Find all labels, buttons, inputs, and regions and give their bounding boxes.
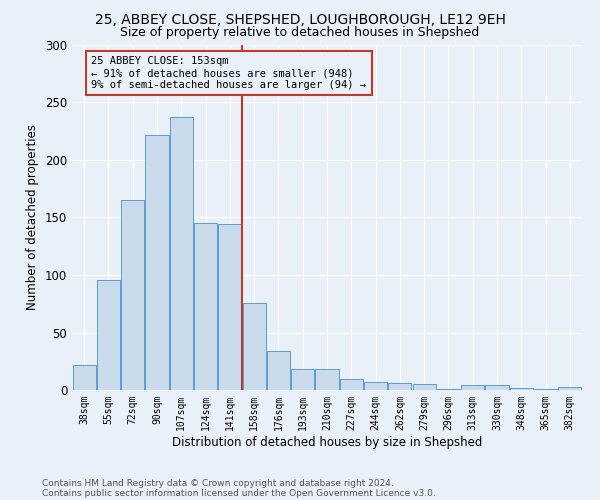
Bar xyxy=(437,389,460,390)
Bar xyxy=(242,302,266,390)
Bar xyxy=(218,224,241,390)
Bar xyxy=(559,386,581,390)
Bar xyxy=(364,382,387,390)
Bar xyxy=(121,200,144,390)
Bar xyxy=(145,134,169,390)
Text: 25 ABBEY CLOSE: 153sqm
← 91% of detached houses are smaller (948)
9% of semi-det: 25 ABBEY CLOSE: 153sqm ← 91% of detached… xyxy=(91,56,367,90)
Bar xyxy=(413,384,436,390)
Bar xyxy=(340,378,363,390)
Bar xyxy=(534,389,557,390)
Y-axis label: Number of detached properties: Number of detached properties xyxy=(26,124,40,310)
Bar xyxy=(388,383,412,390)
Bar xyxy=(73,364,95,390)
Text: Contains public sector information licensed under the Open Government Licence v3: Contains public sector information licen… xyxy=(42,488,436,498)
Bar xyxy=(485,386,509,390)
Bar xyxy=(97,280,120,390)
Bar xyxy=(510,388,533,390)
Bar xyxy=(267,351,290,390)
Bar xyxy=(170,118,193,390)
Text: 25, ABBEY CLOSE, SHEPSHED, LOUGHBOROUGH, LE12 9EH: 25, ABBEY CLOSE, SHEPSHED, LOUGHBOROUGH,… xyxy=(95,12,505,26)
X-axis label: Distribution of detached houses by size in Shepshed: Distribution of detached houses by size … xyxy=(172,436,482,448)
Bar xyxy=(291,370,314,390)
Bar xyxy=(461,386,484,390)
Bar xyxy=(316,370,338,390)
Bar xyxy=(194,223,217,390)
Text: Contains HM Land Registry data © Crown copyright and database right 2024.: Contains HM Land Registry data © Crown c… xyxy=(42,478,394,488)
Text: Size of property relative to detached houses in Shepshed: Size of property relative to detached ho… xyxy=(121,26,479,39)
